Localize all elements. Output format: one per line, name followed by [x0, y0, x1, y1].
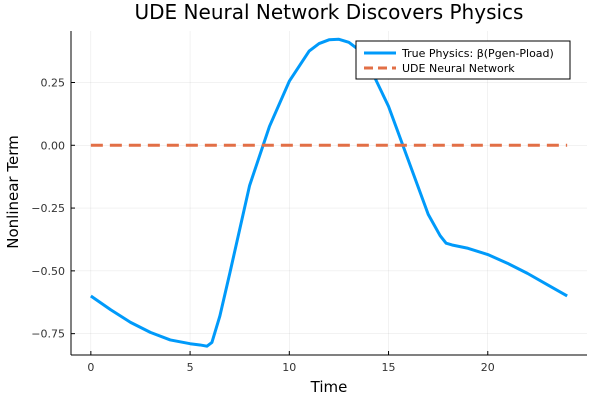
- series-layer: [89, 37, 568, 348]
- x-tick-label-4: 20: [481, 361, 495, 374]
- axes-layer: 0 5 10 15 20 −0.75 −0.50 −0.25 0.00 0.25: [31, 31, 587, 374]
- y-tick-label-1: −0.50: [31, 265, 65, 278]
- y-axis-label: Nonlinear Term: [4, 135, 22, 248]
- x-tick-label-1: 5: [187, 361, 194, 374]
- y-tick-label-2: −0.25: [31, 202, 65, 215]
- series-line-0: [89, 37, 568, 348]
- x-tick-label-3: 15: [382, 361, 396, 374]
- legend: True Physics: β(Pgen-Pload) UDE Neural Ne…: [355, 40, 571, 80]
- legend-label-0: True Physics: β(Pgen-Pload): [401, 47, 554, 60]
- x-tick-label-0: 0: [87, 361, 94, 374]
- y-tick-label-4: 0.25: [41, 76, 66, 89]
- chart-title: UDE Neural Network Discovers Physics: [135, 0, 524, 24]
- y-tick-label-0: −0.75: [31, 328, 65, 341]
- y-tick-label-3: 0.00: [41, 139, 66, 152]
- x-tick-label-2: 10: [282, 361, 296, 374]
- legend-box: [355, 40, 571, 80]
- legend-label-1: UDE Neural Network: [402, 62, 515, 75]
- x-axis-label: Time: [310, 378, 348, 396]
